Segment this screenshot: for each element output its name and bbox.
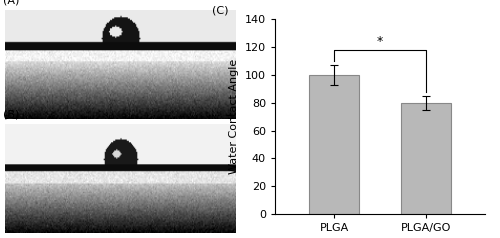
Bar — [309, 75, 360, 214]
Text: (C): (C) — [212, 5, 228, 15]
Y-axis label: Water Contact Angle: Water Contact Angle — [230, 59, 239, 174]
Bar — [400, 103, 451, 214]
Text: *: * — [377, 35, 383, 48]
Text: (B): (B) — [2, 109, 19, 119]
Text: (A): (A) — [2, 0, 19, 5]
